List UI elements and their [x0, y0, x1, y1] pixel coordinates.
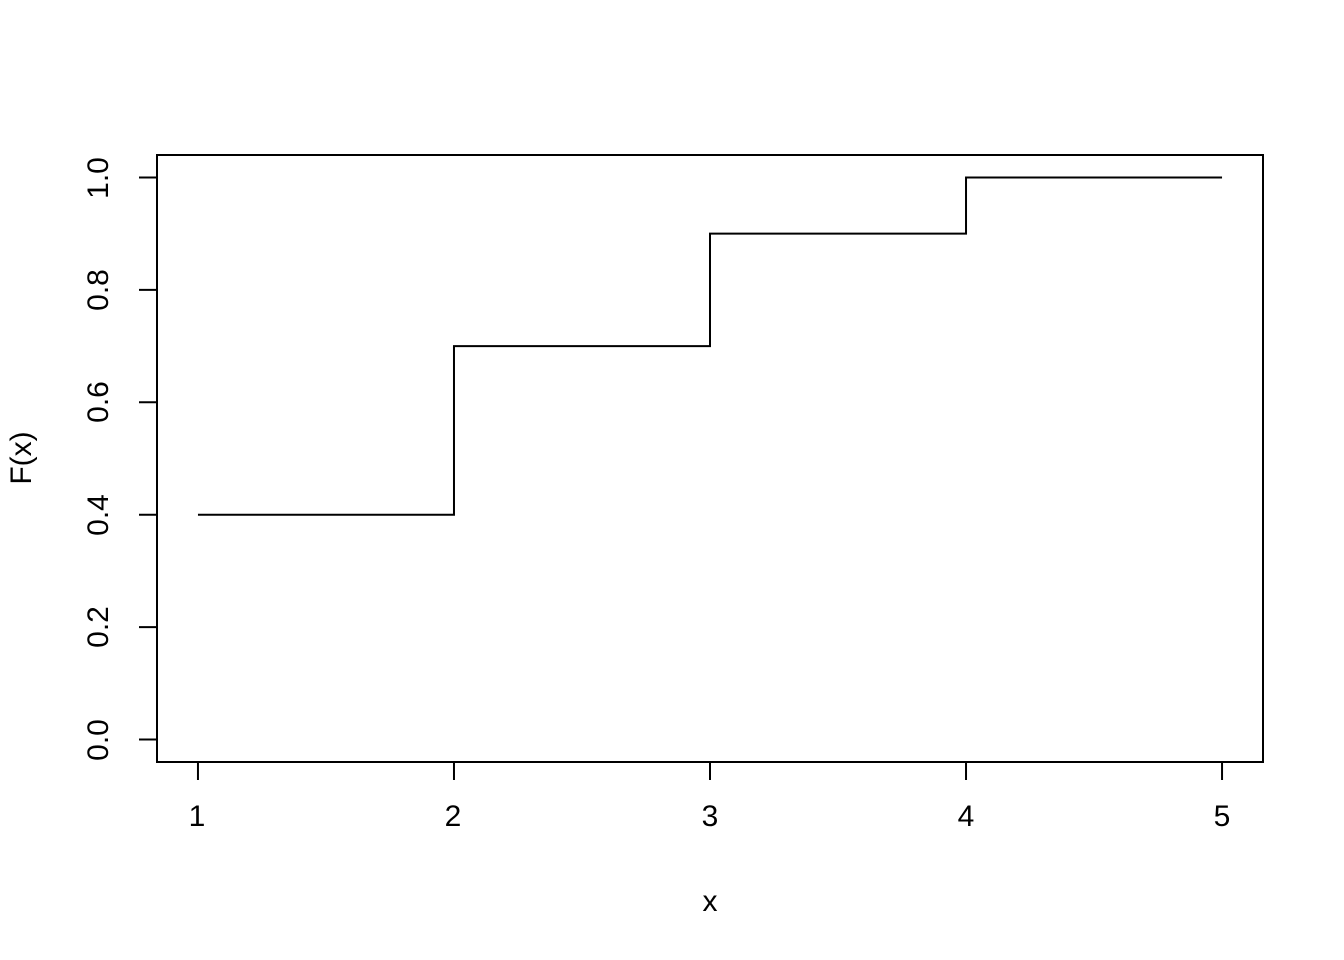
y-tick-label-0.4: 0.4 — [82, 493, 115, 536]
axis-ticks — [139, 176, 1224, 780]
y-tick-label-0.0: 0.0 — [82, 719, 115, 761]
step-line — [197, 176, 1223, 516]
data-series — [197, 176, 1223, 516]
y-tick-label-0.2: 0.2 — [82, 606, 115, 648]
x-axis-title: x — [702, 885, 718, 918]
y-axis-title: F(x) — [5, 431, 38, 485]
y-tick-label-0.6: 0.6 — [82, 381, 115, 423]
x-tick-label-2: 2 — [444, 800, 462, 833]
x-tick-label-5: 5 — [1213, 800, 1231, 833]
x-tick-label-4: 4 — [957, 800, 975, 833]
y-tick-label-0.8: 0.8 — [82, 268, 115, 311]
y-tick-label-1.0: 1.0 — [82, 156, 115, 199]
x-tick-label-3: 3 — [701, 800, 719, 833]
x-tick-label-1: 1 — [188, 800, 206, 833]
